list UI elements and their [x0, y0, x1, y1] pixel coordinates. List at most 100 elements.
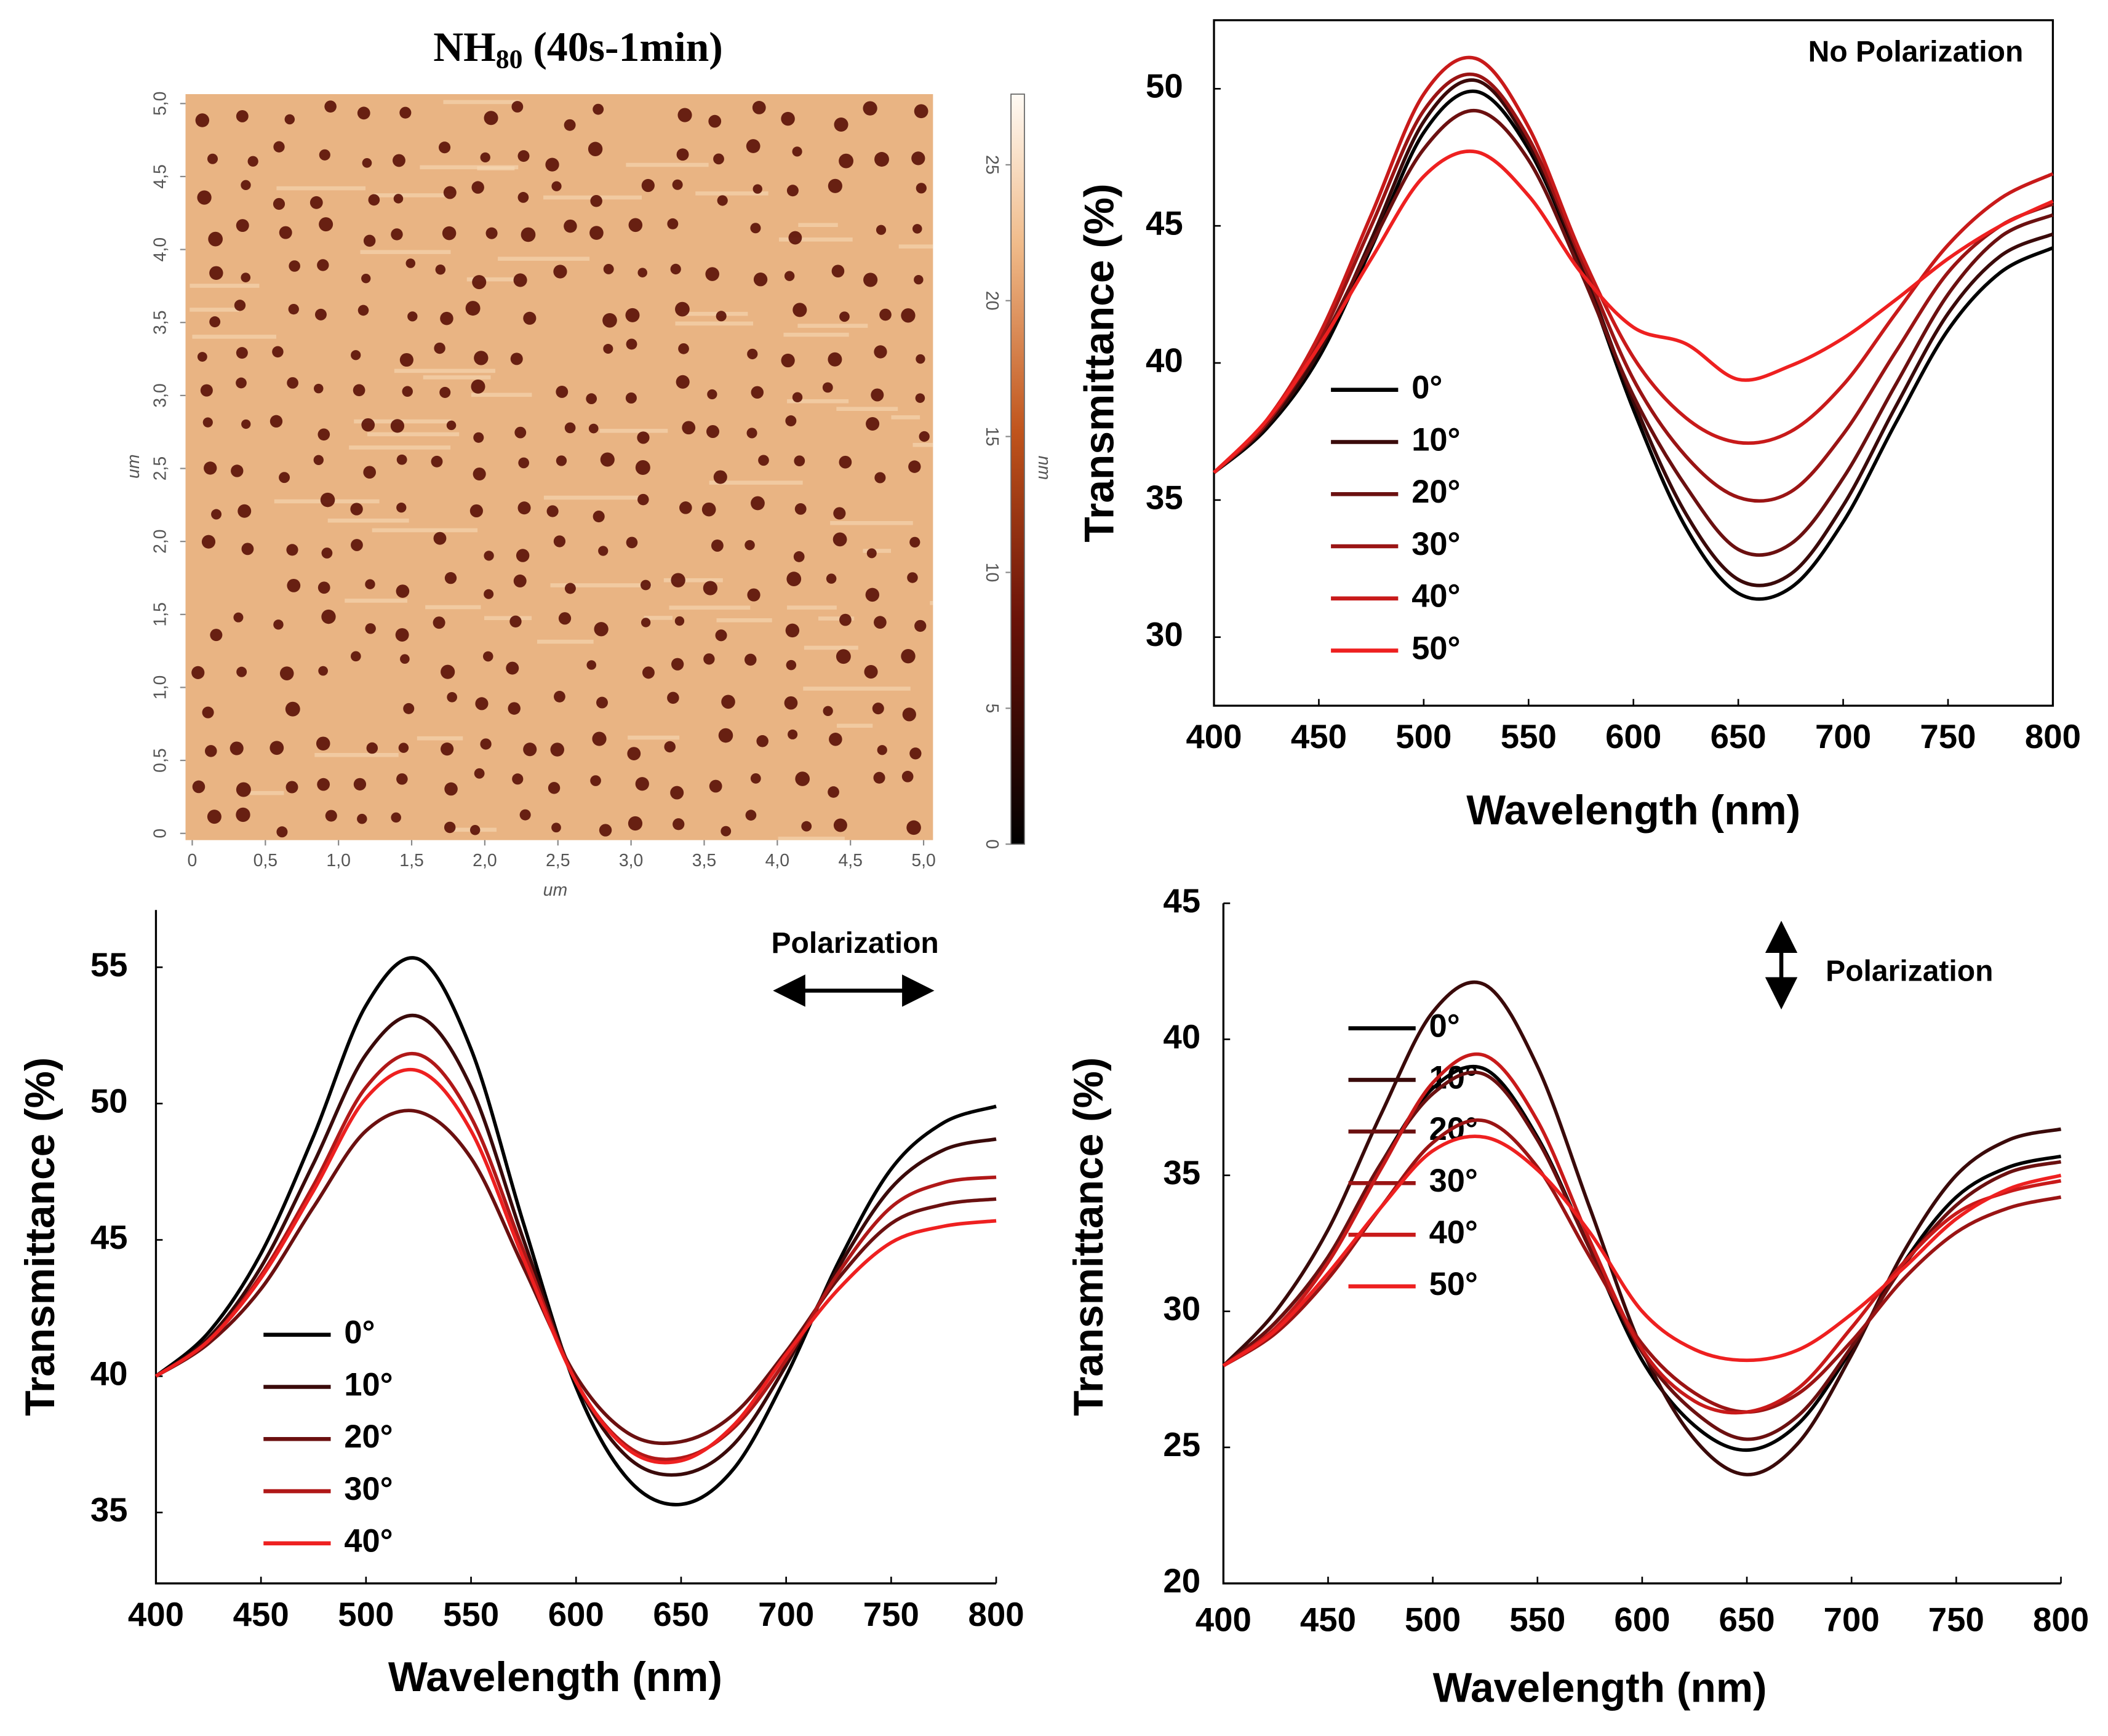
- afm-pit: [701, 502, 716, 517]
- afm-pit: [635, 460, 650, 475]
- afm-pit: [508, 702, 521, 715]
- x-tick-label: 750: [1928, 1601, 1984, 1639]
- afm-streak: [354, 419, 452, 424]
- afm-pit: [625, 392, 637, 404]
- afm-pit: [447, 691, 458, 703]
- annotation: No Polarization: [1808, 35, 2024, 68]
- afm-pit: [564, 583, 576, 594]
- series-line: [154, 1109, 997, 1446]
- afm-pit: [391, 812, 401, 823]
- y-tick-label: 50: [1146, 68, 1183, 105]
- x-tick-label: 400: [1196, 1601, 1252, 1639]
- afm-pit: [313, 455, 324, 465]
- afm-streak: [276, 186, 366, 191]
- afm-pit: [564, 119, 576, 131]
- afm-pit: [362, 158, 372, 168]
- afm-pit: [205, 745, 217, 757]
- colorbar-tick-label: 0: [982, 839, 1002, 849]
- afm-pit: [439, 386, 451, 398]
- afm-pit: [273, 141, 285, 153]
- afm-pit: [554, 691, 565, 703]
- afm-streak: [709, 480, 803, 485]
- afm-pit: [752, 100, 766, 114]
- afm-pit: [390, 419, 405, 433]
- afm-pit: [596, 696, 608, 709]
- series-line: [1213, 78, 2054, 587]
- afm-streak: [373, 193, 455, 197]
- afm-pit: [195, 113, 210, 127]
- afm-pit: [441, 743, 454, 756]
- afm-pit: [209, 316, 221, 328]
- afm-pit: [442, 226, 457, 241]
- x-tick-label: 750: [863, 1596, 919, 1633]
- title-subscript: 80: [496, 45, 523, 74]
- afm-pit: [318, 666, 328, 676]
- legend-label: 0°: [1411, 370, 1442, 406]
- afm-pit: [350, 503, 363, 516]
- afm-pit: [523, 311, 537, 325]
- afm-pit: [288, 303, 299, 315]
- afm-pit: [598, 546, 609, 556]
- afm-pit: [472, 275, 487, 290]
- afm-pit: [273, 197, 285, 210]
- afm-streak: [626, 162, 709, 167]
- afm-pit: [441, 664, 455, 679]
- afm-pit: [236, 377, 247, 389]
- afm-pit: [285, 781, 298, 794]
- afm-pit: [236, 782, 251, 797]
- afm-pit: [325, 810, 337, 822]
- afm-pit: [603, 263, 614, 274]
- afm-pit: [794, 503, 807, 515]
- afm-streak: [537, 639, 594, 644]
- afm-streak: [716, 618, 772, 623]
- afm-pit: [676, 375, 690, 389]
- afm-pit: [713, 470, 727, 484]
- afm-pit: [709, 779, 722, 793]
- afm-pit: [786, 185, 799, 197]
- afm-streak: [599, 429, 668, 433]
- legend-label: 30°: [1429, 1163, 1478, 1199]
- afm-pit: [670, 263, 681, 275]
- afm-pit: [556, 386, 569, 398]
- x-axis-label: Wavelength (nm): [1433, 1665, 1767, 1711]
- afm-pit: [717, 195, 728, 206]
- afm-streak: [798, 223, 838, 228]
- series-line: [1213, 109, 2054, 557]
- afm-pit: [627, 747, 641, 760]
- afm-pit: [357, 813, 367, 824]
- x-tick-label: 600: [1605, 718, 1661, 755]
- afm-pit: [564, 422, 576, 434]
- afm-pit: [907, 572, 918, 583]
- afm-pit: [276, 826, 288, 838]
- afm-streak: [836, 407, 898, 411]
- afm-pit: [513, 273, 527, 287]
- afm-pit: [365, 623, 376, 634]
- x-axis-label: um: [543, 880, 567, 900]
- afm-pit: [396, 454, 407, 465]
- series-line: [1222, 1070, 2062, 1441]
- afm-pit: [234, 300, 246, 311]
- afm-pit: [756, 735, 769, 747]
- afm-pit: [548, 782, 561, 794]
- afm-pit: [207, 153, 218, 164]
- afm-pit: [211, 509, 222, 520]
- afm-pit: [602, 313, 617, 328]
- afm-pit: [750, 223, 761, 234]
- afm-pit: [678, 343, 689, 354]
- afm-pit: [396, 502, 407, 513]
- afm-pit: [671, 573, 685, 587]
- afm-pit: [484, 589, 494, 599]
- afm-pit: [839, 153, 853, 169]
- afm-pit: [550, 743, 564, 757]
- afm-pit: [716, 311, 727, 322]
- x-tick-label: 500: [1405, 1601, 1461, 1639]
- afm-pit: [746, 139, 761, 153]
- x-tick-label: 0,5: [254, 851, 277, 870]
- y-tick-label: 55: [90, 946, 128, 984]
- y-tick-label: 50: [90, 1082, 128, 1120]
- afm-pit: [863, 101, 877, 116]
- afm-pit: [363, 234, 376, 247]
- afm-image: [185, 94, 933, 840]
- afm-pit: [828, 352, 842, 367]
- afm-pit: [593, 103, 604, 115]
